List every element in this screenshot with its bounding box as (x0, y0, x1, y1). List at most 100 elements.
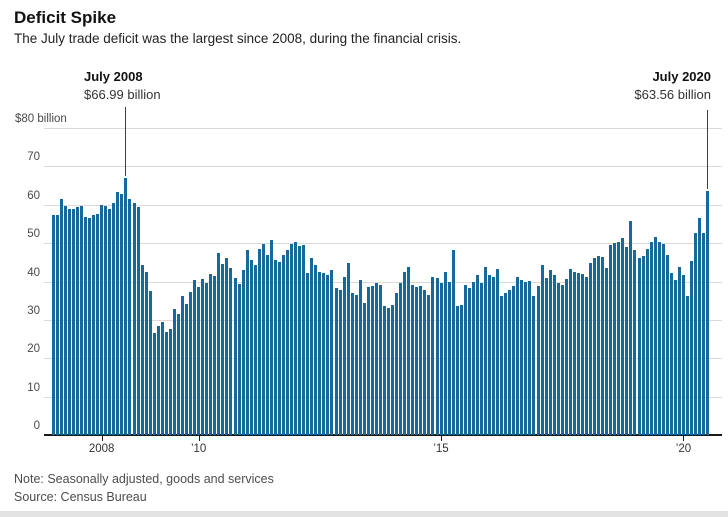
bar-month-33 (185, 303, 189, 435)
bar-month-102 (463, 284, 467, 435)
bar-month-84 (391, 304, 395, 435)
bar-month-46 (237, 283, 241, 435)
bar-month-22 (140, 265, 144, 435)
bar-month-96 (439, 283, 443, 435)
y-axis-label-30: 30 (27, 304, 40, 317)
bar-month-55 (273, 259, 277, 435)
bar-month-3 (63, 206, 67, 435)
gridline-40 (44, 281, 722, 283)
bar-month-13 (104, 206, 108, 435)
bar-month-73 (346, 262, 350, 435)
bar-month-71 (338, 289, 342, 435)
bar-month-150 (657, 241, 661, 435)
bar-month-137 (605, 268, 609, 435)
bar-month-125 (556, 283, 560, 435)
bar-month-90 (415, 287, 419, 435)
chart-subtitle: The July trade deficit was the largest s… (14, 31, 462, 46)
bar-month-79 (370, 285, 374, 435)
bar-month-135 (597, 255, 601, 435)
bar-month-148 (649, 241, 653, 435)
x-tick-2008 (101, 435, 103, 441)
bar-month-65 (314, 264, 318, 435)
bar-month-157 (685, 296, 689, 435)
gridline-50 (44, 243, 722, 245)
bar-month-104 (471, 281, 475, 435)
bar-month-7 (79, 205, 83, 435)
y-axis-label-20: 20 (27, 343, 40, 356)
bar-month-0 (51, 215, 55, 435)
bar-month-161 (702, 233, 706, 435)
bar-month-92 (423, 289, 427, 435)
bar-month-45 (233, 277, 237, 435)
bar-month-129 (572, 271, 576, 435)
bar-month-136 (601, 256, 605, 435)
bar-month-42 (221, 263, 225, 435)
x-tick-’20 (683, 435, 685, 441)
bar-month-142 (625, 246, 629, 435)
bottom-divider (0, 511, 728, 517)
bar-month-41 (217, 252, 221, 435)
bar-month-35 (193, 280, 197, 435)
bar-month-77 (362, 302, 366, 435)
bar-month-160 (698, 218, 702, 435)
bar-month-151 (661, 244, 665, 435)
bar-month-61 (298, 245, 302, 435)
bar-month-74 (350, 293, 354, 435)
bar-month-103 (467, 288, 471, 435)
bar-month-95 (435, 278, 439, 435)
bar-month-156 (681, 274, 685, 435)
annotation-july-2008-label: July 2008 (84, 69, 143, 84)
bar-month-72 (342, 276, 346, 435)
bar-month-122 (544, 278, 548, 435)
bar-month-32 (180, 296, 184, 435)
bar-month-5 (71, 208, 75, 435)
bar-month-101 (459, 304, 463, 435)
bar-month-159 (694, 233, 698, 435)
bar-month-47 (241, 269, 245, 435)
bar-month-78 (366, 286, 370, 435)
bar-month-113 (508, 289, 512, 435)
bar-month-154 (673, 279, 677, 435)
bar-month-56 (277, 261, 281, 435)
bar-month-9 (88, 218, 92, 435)
bar-month-130 (576, 272, 580, 435)
bar-month-111 (500, 296, 504, 435)
bar-month-117 (524, 281, 528, 435)
bar-month-132 (584, 276, 588, 435)
y-axis-label-50: 50 (27, 228, 40, 241)
bar-month-155 (677, 266, 681, 435)
bar-month-69 (330, 269, 334, 435)
bar-month-140 (617, 241, 621, 435)
bar-month-153 (669, 273, 673, 435)
annotation-july-2020-value: $63.56 billion (634, 87, 711, 102)
bar-month-68 (326, 274, 330, 435)
bar-month-14 (108, 209, 112, 435)
bar-month-30 (172, 308, 176, 435)
bar-month-119 (532, 296, 536, 435)
bar-month-109 (492, 276, 496, 435)
bar-month-81 (378, 285, 382, 435)
bar-month-60 (294, 242, 298, 435)
bar-month-97 (443, 271, 447, 435)
x-axis-label-’15: ’15 (433, 443, 449, 455)
bar-month-138 (609, 245, 613, 435)
bar-month-11 (96, 213, 100, 435)
bar-month-86 (399, 283, 403, 435)
bar-month-128 (568, 269, 572, 435)
bar-month-146 (641, 255, 645, 435)
y-axis-label-60: 60 (27, 189, 40, 202)
chart-source: Source: Census Bureau (14, 490, 147, 504)
bar-month-141 (621, 238, 625, 435)
bar-month-19 (128, 198, 132, 435)
bar-month-29 (168, 328, 172, 435)
bar-month-24 (148, 291, 152, 435)
annotation-line-july-2008 (125, 107, 127, 176)
annotation-line-july-2020 (707, 110, 709, 190)
bar-month-31 (176, 313, 180, 435)
bar-month-28 (164, 332, 168, 435)
bar-month-85 (395, 293, 399, 435)
y-axis-label-0: 0 (33, 420, 40, 432)
gridline-70 (44, 166, 722, 168)
bar-month-145 (637, 258, 641, 435)
bar-month-4 (67, 208, 71, 435)
